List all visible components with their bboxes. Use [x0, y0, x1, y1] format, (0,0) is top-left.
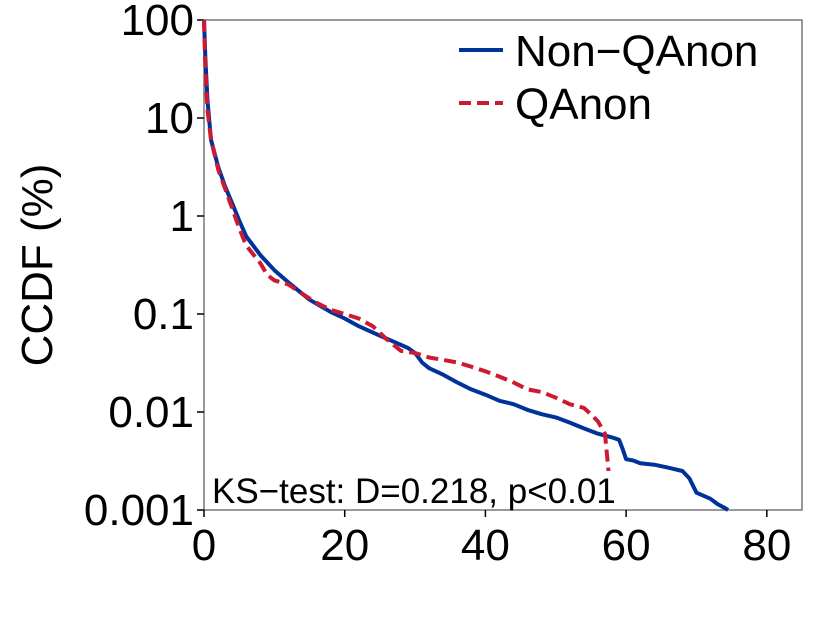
- series-layer: [202, 19, 730, 512]
- series-line-non-qanon: [202, 19, 730, 512]
- x-tick-label: 80: [742, 521, 791, 570]
- x-tick-label: 20: [320, 521, 369, 570]
- plot-area: [203, 19, 803, 511]
- y-tick-label: 0.01: [108, 388, 194, 437]
- y-axis-ticks: 100 10 1 0.1 0.01 0.001: [84, 0, 204, 535]
- y-axis-label: CCDF (%): [13, 164, 62, 367]
- x-axis-ticks: 0 20 40 60 80: [192, 510, 791, 570]
- y-tick-label: 10: [145, 94, 194, 143]
- x-tick-label: 60: [602, 521, 651, 570]
- series-line-qanon: [202, 19, 611, 472]
- legend-label: QAnon: [515, 80, 652, 129]
- legend-label: Non−QAnon: [515, 27, 758, 76]
- y-tick-label: 1: [170, 192, 194, 241]
- ks-test-annotation: KS−test: D=0.218, p<0.01: [212, 472, 616, 511]
- x-tick-label: 40: [461, 521, 510, 570]
- x-tick-label: 0: [192, 521, 216, 570]
- y-tick-label: 0.1: [133, 290, 194, 339]
- y-tick-label: 0.001: [84, 486, 194, 535]
- y-tick-label: 100: [121, 0, 194, 45]
